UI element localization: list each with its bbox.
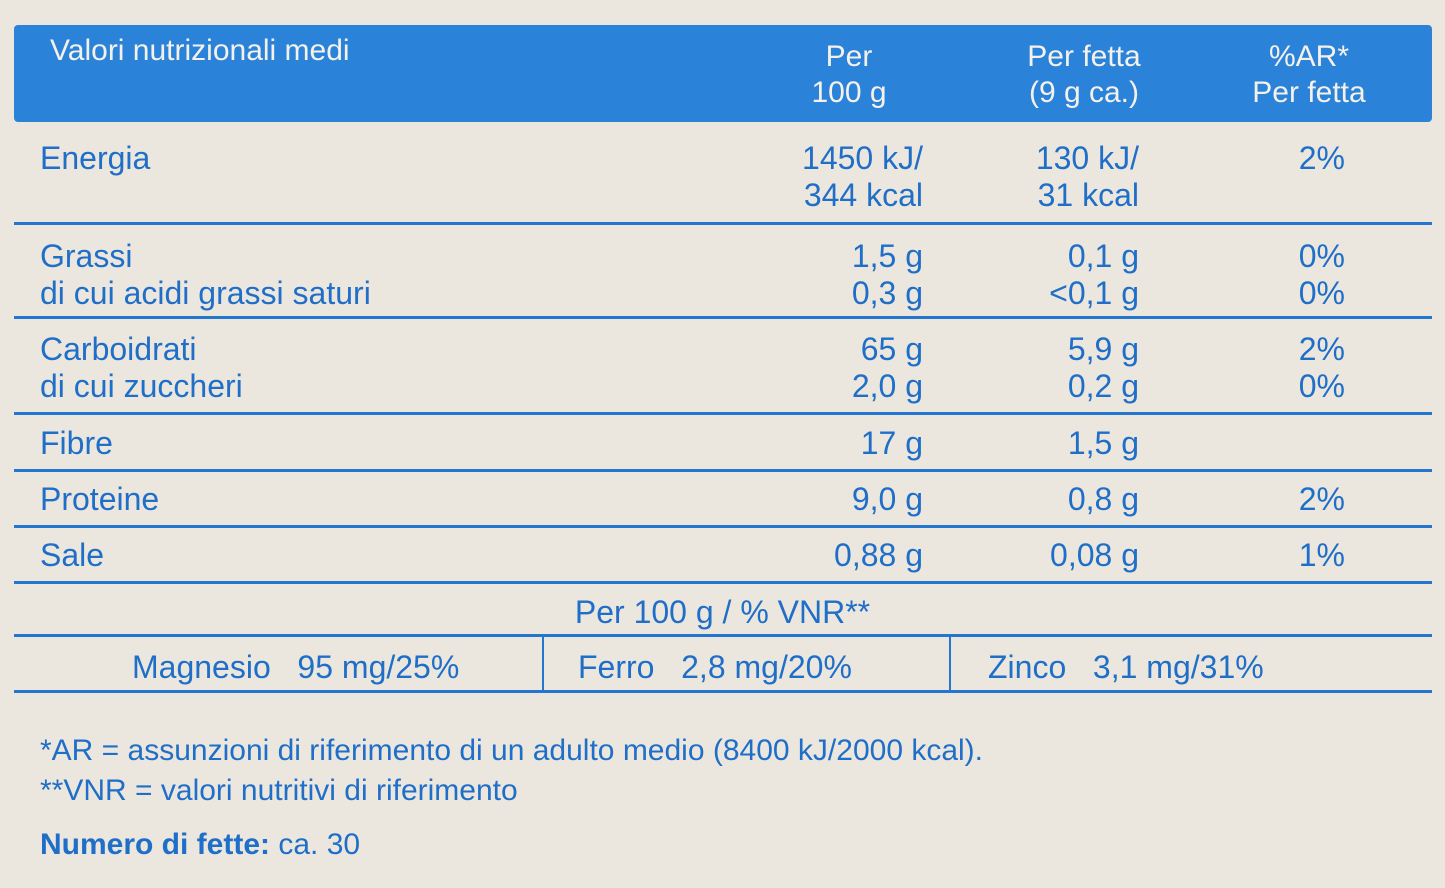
divider — [14, 469, 1432, 472]
mineral-magnesium: Magnesio 95 mg/25% — [132, 649, 460, 685]
row-label: Grassi di cui acidi grassi saturi — [40, 238, 371, 311]
slices-label: Numero di fette: — [40, 828, 271, 861]
vnr-title: Per 100 g / % VNR** — [574, 594, 871, 630]
row-label: Fibre — [40, 425, 113, 461]
row-per100: 65 g 2,0 g — [851, 331, 923, 404]
slices-count: Numero di fette: ca. 30 — [40, 828, 360, 862]
header-per-slice: Per fetta (9 g ca.) — [984, 39, 1184, 111]
header-ar: %AR* Per fetta — [1214, 39, 1404, 111]
divider — [14, 634, 1432, 637]
header-ar-line1: %AR* — [1268, 40, 1350, 73]
row-ar: 0% 0% — [1298, 238, 1345, 311]
row-ar: 1% — [1298, 537, 1345, 573]
header-per-100g-line2: 100 g — [811, 76, 887, 109]
row-per100: 17 g — [860, 425, 923, 461]
divider — [14, 690, 1432, 693]
row-per100: 0,88 g — [834, 537, 923, 573]
row-label: Energia — [40, 140, 151, 176]
vertical-divider — [542, 635, 544, 693]
footnote-ar: *AR = assunzioni di riferimento di un ad… — [40, 734, 984, 767]
table-header: Valori nutrizionali medi Per 100 g Per f… — [14, 25, 1432, 122]
row-perslice: 5,9 g 0,2 g — [1067, 331, 1139, 404]
row-per100: 1450 kJ/ 344 kcal — [802, 140, 923, 213]
header-per-slice-line2: (9 g ca.) — [1028, 76, 1140, 109]
header-ar-line2: Per fetta — [1252, 76, 1366, 109]
vertical-divider — [949, 635, 951, 693]
row-perslice: 0,1 g <0,1 g — [1049, 238, 1139, 311]
row-label: Proteine — [40, 481, 160, 517]
row-label: Carboidrati di cui zuccheri — [40, 331, 243, 404]
row-per100: 9,0 g — [851, 481, 923, 517]
slices-value: ca. 30 — [270, 828, 361, 861]
row-ar: 2% — [1298, 481, 1345, 517]
divider — [14, 525, 1432, 528]
divider — [14, 222, 1432, 225]
footnote-vnr: **VNR = valori nutritivi di riferimento — [40, 774, 518, 807]
mineral-zinc: Zinco 3,1 mg/31% — [988, 649, 1264, 685]
row-label: Sale — [40, 537, 105, 573]
header-per-slice-line1: Per fetta — [1027, 40, 1141, 73]
row-ar: 2% 0% — [1298, 331, 1345, 404]
row-ar: 2% — [1298, 140, 1345, 176]
row-perslice: 130 kJ/ 31 kcal — [1035, 140, 1139, 213]
row-perslice: 0,08 g — [1050, 537, 1139, 573]
header-per-100g-line1: Per — [825, 40, 873, 73]
header-title: Valori nutrizionali medi — [50, 34, 350, 67]
row-perslice: 1,5 g — [1067, 425, 1139, 461]
divider — [14, 581, 1432, 584]
mineral-iron: Ferro 2,8 mg/20% — [578, 649, 852, 685]
row-perslice: 0,8 g — [1067, 481, 1139, 517]
divider — [14, 412, 1432, 415]
row-per100: 1,5 g 0,3 g — [851, 238, 923, 311]
header-per-100g: Per 100 g — [774, 39, 924, 111]
divider — [14, 316, 1432, 319]
